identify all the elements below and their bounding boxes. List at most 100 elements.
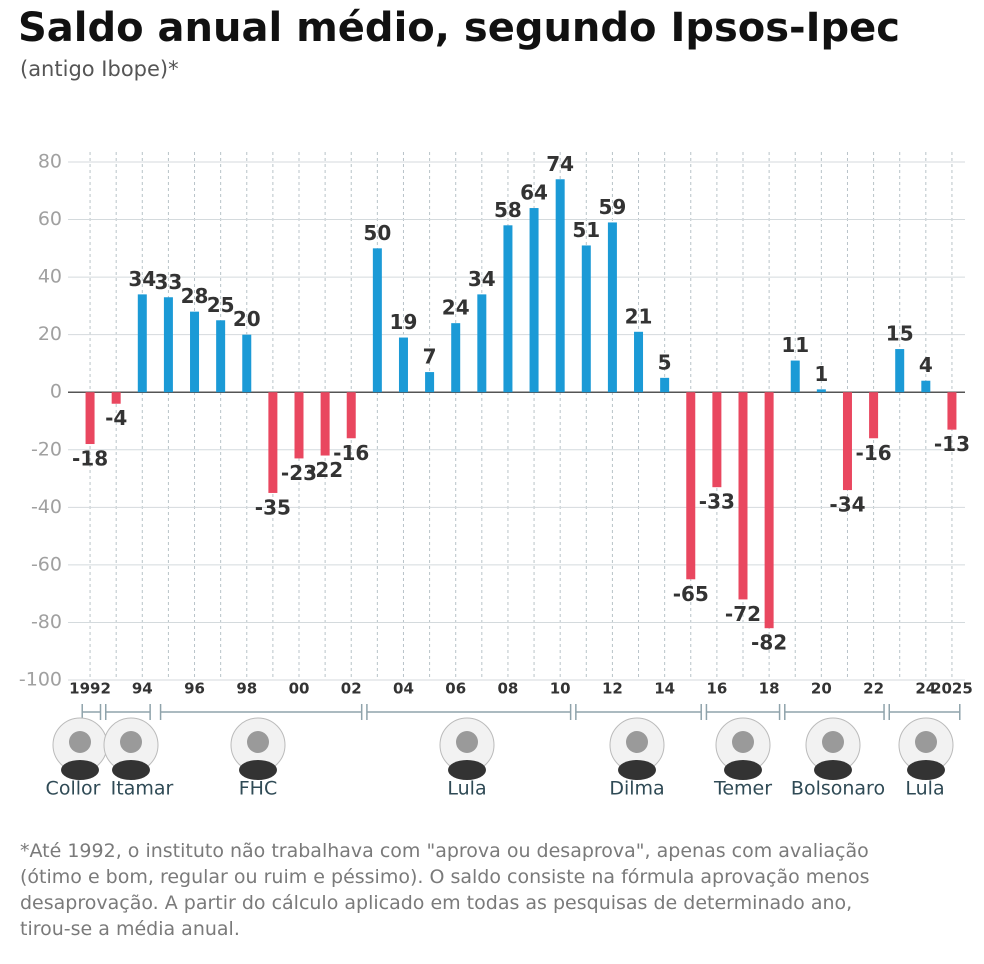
bar <box>268 392 278 493</box>
y-tick-label: -60 <box>31 553 62 575</box>
x-tick-label: 20 <box>811 680 832 698</box>
x-tick-label: 98 <box>236 680 257 698</box>
bar <box>790 360 800 393</box>
president-name: Bolsonaro <box>791 778 885 800</box>
value-label: 59 <box>598 195 626 219</box>
value-label: 74 <box>546 152 574 176</box>
x-tick-label: 18 <box>759 680 780 698</box>
portrait-body <box>61 760 99 780</box>
value-label: -33 <box>699 490 735 514</box>
x-tick-label: 22 <box>863 680 884 698</box>
bar <box>607 222 617 393</box>
value-label: 34 <box>468 267 496 291</box>
value-label: -16 <box>333 441 369 465</box>
x-tick-label: 16 <box>706 680 727 698</box>
y-tick-label: 0 <box>50 381 62 403</box>
bar <box>895 349 905 393</box>
bar <box>137 294 147 393</box>
president-name: Lula <box>447 778 486 800</box>
bar <box>294 392 304 459</box>
value-label: -22 <box>307 458 343 482</box>
value-label: -18 <box>72 447 108 471</box>
x-tick-label: 1992 <box>69 680 111 698</box>
bar <box>85 392 95 445</box>
value-label: 5 <box>658 350 672 374</box>
president-name: FHC <box>239 778 277 800</box>
portrait-body <box>907 760 945 780</box>
portrait-body <box>239 760 277 780</box>
bar <box>451 323 461 393</box>
bar <box>320 392 330 456</box>
bar <box>372 248 382 393</box>
portrait-head <box>732 731 754 753</box>
value-label: 15 <box>886 322 914 346</box>
bar <box>869 392 879 439</box>
y-tick-label: 60 <box>38 208 62 230</box>
portrait-head <box>69 731 91 753</box>
value-label: 21 <box>625 304 653 328</box>
value-label: 4 <box>919 353 933 377</box>
value-label: 25 <box>207 293 235 317</box>
value-label: -16 <box>856 441 892 465</box>
bar <box>660 377 670 393</box>
footnote: *Até 1992, o instituto não trabalhava co… <box>20 838 980 942</box>
president-name: Itamar <box>111 778 174 800</box>
y-tick-label: 40 <box>38 266 62 288</box>
bar <box>842 392 852 491</box>
value-label: 24 <box>442 296 470 320</box>
value-label: 19 <box>390 310 418 334</box>
x-tick-label: 04 <box>393 680 414 698</box>
bar <box>921 380 931 393</box>
portrait-body <box>448 760 486 780</box>
y-tick-label: -40 <box>31 496 62 518</box>
bar <box>764 392 774 629</box>
x-tick-label: 02 <box>341 680 362 698</box>
bar <box>581 245 591 393</box>
bar <box>346 392 356 439</box>
x-tick-label: 2025 <box>931 680 973 698</box>
x-tick-label: 96 <box>184 680 205 698</box>
bar <box>555 179 565 393</box>
value-label: 11 <box>781 333 809 357</box>
x-tick-label: 08 <box>498 680 519 698</box>
bar <box>686 392 696 580</box>
president-name: Dilma <box>609 778 664 800</box>
bar <box>816 389 826 393</box>
chart-subtitle: (antigo Ibope)* <box>20 57 179 81</box>
footnote-line: *Até 1992, o instituto não trabalhava co… <box>20 840 869 862</box>
value-label: 64 <box>520 181 548 205</box>
y-tick-label: -80 <box>31 611 62 633</box>
value-label: 58 <box>494 198 522 222</box>
bar <box>503 225 513 393</box>
y-tick-label: -100 <box>19 669 62 691</box>
bar <box>738 392 748 600</box>
portrait-body <box>724 760 762 780</box>
bar <box>216 320 226 393</box>
value-label: -23 <box>281 461 317 485</box>
chart: Saldo anual médio, segundo Ipsos-Ipec (a… <box>18 5 973 800</box>
bar <box>712 392 722 488</box>
value-label: -4 <box>105 406 127 430</box>
portrait-head <box>247 731 269 753</box>
footnote-line: (ótimo e bom, regular ou ruim e péssimo)… <box>20 866 870 888</box>
portrait-body <box>618 760 656 780</box>
value-label: 1 <box>814 362 828 386</box>
bar <box>190 311 200 393</box>
portrait-head <box>626 731 648 753</box>
value-label: 20 <box>233 307 261 331</box>
value-label: -35 <box>255 495 291 519</box>
x-tick-label: 00 <box>289 680 310 698</box>
bar <box>398 337 408 393</box>
portrait-head <box>915 731 937 753</box>
value-label: 34 <box>128 267 156 291</box>
y-tick-label: -20 <box>31 438 62 460</box>
value-label: 28 <box>181 284 209 308</box>
bar <box>477 294 487 393</box>
value-label: 50 <box>363 221 391 245</box>
president-name: Collor <box>46 778 101 800</box>
bar <box>425 372 435 393</box>
x-tick-label: 24 <box>915 680 936 698</box>
value-label: -82 <box>751 631 787 655</box>
bar <box>163 297 173 393</box>
